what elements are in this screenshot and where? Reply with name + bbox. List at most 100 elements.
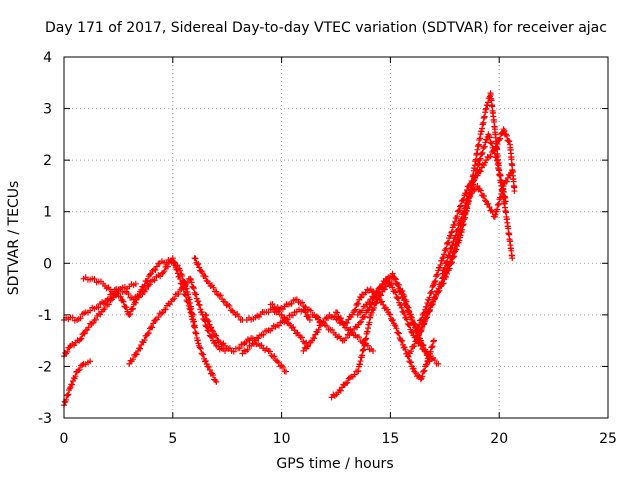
data-point <box>425 354 432 361</box>
data-point <box>451 218 458 225</box>
data-point <box>451 235 458 242</box>
data-point <box>426 308 433 315</box>
data-point <box>266 348 273 355</box>
data-point <box>77 336 84 343</box>
data-point <box>408 314 415 321</box>
data-point <box>412 369 419 376</box>
x-tick-label: 25 <box>599 431 617 447</box>
data-point <box>280 364 287 371</box>
data-point <box>483 157 490 164</box>
data-point <box>141 282 148 289</box>
data-point <box>344 379 351 386</box>
data-point <box>511 188 518 195</box>
data-point <box>339 318 346 325</box>
data-point <box>311 335 318 342</box>
data-point <box>77 315 84 322</box>
data-point <box>203 312 210 319</box>
data-point <box>410 343 417 350</box>
data-point <box>398 304 405 311</box>
series-track-18 <box>439 167 516 277</box>
data-point <box>78 335 85 342</box>
data-point <box>195 301 202 308</box>
data-point <box>202 273 209 280</box>
data-point <box>349 329 356 336</box>
data-point <box>356 334 363 341</box>
data-point <box>123 304 130 311</box>
series-track-10 <box>267 296 324 326</box>
data-point <box>420 368 427 375</box>
data-point <box>463 190 470 197</box>
plot-border <box>63 56 609 419</box>
data-point <box>214 291 221 298</box>
data-point <box>183 285 190 292</box>
data-point <box>174 270 181 277</box>
data-point <box>423 361 430 368</box>
data-point <box>352 306 359 313</box>
data-point <box>210 328 217 335</box>
data-point <box>158 310 165 317</box>
y-tick-label: -1 <box>38 308 52 324</box>
y-tick-label: 2 <box>43 153 52 169</box>
data-point <box>441 265 448 272</box>
data-point <box>193 295 200 302</box>
chart-title-text: Day 171 of 2017, Sidereal Day-to-day VTE… <box>45 20 607 36</box>
data-point <box>379 298 386 305</box>
data-point <box>454 227 461 234</box>
data-point <box>438 257 445 264</box>
data-point <box>435 289 442 296</box>
data-point <box>196 302 203 309</box>
data-point <box>69 314 76 321</box>
data-point <box>447 232 454 239</box>
data-point <box>497 135 504 142</box>
data-point <box>372 300 379 307</box>
data-point <box>443 259 450 266</box>
x-axis-label: GPS time / hours <box>276 456 394 472</box>
data-point <box>213 378 220 385</box>
data-point <box>403 316 410 323</box>
data-point <box>351 371 358 378</box>
data-point <box>274 358 281 365</box>
data-point <box>454 226 461 233</box>
data-point <box>474 182 481 189</box>
series-track-3 <box>61 280 139 360</box>
series-track-15 <box>354 131 516 339</box>
data-point <box>288 300 295 307</box>
data-point <box>429 301 436 308</box>
data-point <box>282 315 289 322</box>
data-point <box>195 260 202 267</box>
data-point <box>226 303 233 310</box>
data-point <box>411 342 418 349</box>
data-point <box>206 367 213 374</box>
data-point <box>403 302 410 309</box>
data-point <box>217 292 224 299</box>
data-point <box>421 367 428 374</box>
data-point <box>433 292 440 299</box>
data-point <box>361 313 368 320</box>
data-point <box>487 153 494 160</box>
data-point <box>416 321 423 328</box>
data-point <box>417 317 424 324</box>
data-point <box>387 311 394 318</box>
data-point <box>397 287 404 294</box>
data-point <box>448 229 455 236</box>
data-point <box>88 321 95 328</box>
data-point <box>260 331 267 338</box>
data-point <box>456 237 463 244</box>
data-point <box>500 182 507 189</box>
data-point <box>339 384 346 391</box>
data-point <box>430 296 437 303</box>
data-point <box>389 270 396 277</box>
data-point <box>430 337 437 344</box>
series-track-2 <box>80 257 198 329</box>
data-point <box>425 297 432 304</box>
data-point <box>509 255 516 262</box>
data-point <box>431 279 438 286</box>
data-point <box>144 330 151 337</box>
data-point <box>392 289 399 296</box>
data-point <box>425 357 432 364</box>
data-point <box>432 277 439 284</box>
data-point <box>236 345 243 352</box>
data-point <box>351 307 358 314</box>
data-point <box>146 281 153 288</box>
data-point <box>393 325 400 332</box>
